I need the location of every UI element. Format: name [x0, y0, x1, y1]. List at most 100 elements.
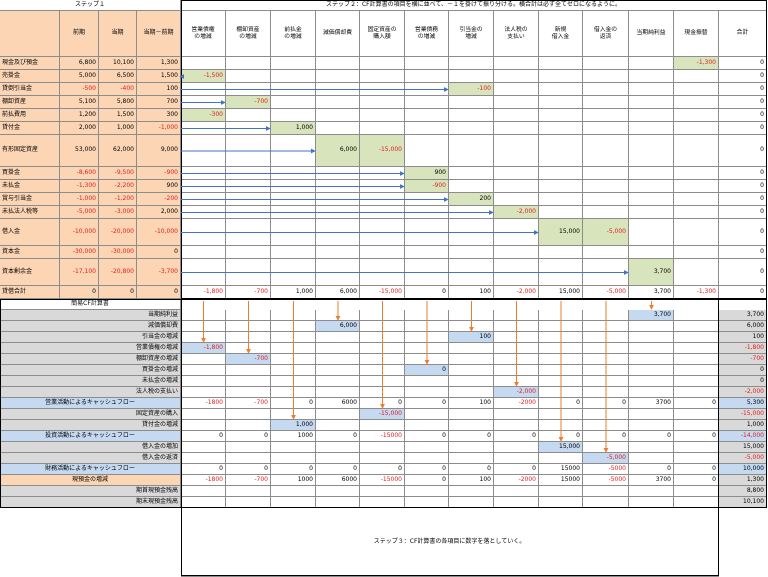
- header-cf-3[interactable]: 減価償却費: [316, 11, 360, 57]
- cf-row-label[interactable]: 棚卸資産の増減: [0, 354, 181, 365]
- cf-cell[interactable]: [271, 442, 316, 453]
- bs-prev[interactable]: -17,100: [60, 259, 99, 286]
- bs-cf-cell[interactable]: [629, 206, 674, 219]
- cf-cell[interactable]: [494, 497, 539, 508]
- bs-diff[interactable]: 900: [137, 180, 181, 193]
- header-cf-11[interactable]: 現金振替: [674, 11, 719, 57]
- bs-cf-cell[interactable]: [360, 96, 405, 109]
- bs-cf-cell[interactable]: [449, 206, 494, 219]
- bs-cf-cell[interactable]: [629, 193, 674, 206]
- cf-cell[interactable]: 0: [449, 464, 494, 475]
- bs-total[interactable]: 0: [719, 167, 767, 180]
- bs-cf-cell[interactable]: [629, 167, 674, 180]
- bs-cf-cell[interactable]: [226, 57, 271, 70]
- bs-cf-cell[interactable]: [316, 180, 360, 193]
- cf-cell[interactable]: 0: [674, 398, 719, 409]
- cf-cell[interactable]: [539, 332, 583, 343]
- cf-total[interactable]: 0: [719, 376, 767, 387]
- cf-cell[interactable]: 1000: [271, 431, 316, 442]
- bs-cf-cell[interactable]: [316, 70, 360, 83]
- bs-row-label[interactable]: 棚卸資産: [0, 96, 60, 109]
- bs-cf-cell[interactable]: [539, 259, 583, 286]
- cf-cell[interactable]: -15000: [360, 431, 405, 442]
- cf-cell[interactable]: [271, 354, 316, 365]
- header-total[interactable]: 合計: [719, 11, 767, 57]
- cf-cell[interactable]: [494, 453, 539, 464]
- bs-cf-cell[interactable]: [405, 83, 449, 96]
- cf-cell[interactable]: [494, 310, 539, 321]
- bs-cf-cell[interactable]: [405, 109, 449, 122]
- bs-cf-cell[interactable]: [226, 206, 271, 219]
- bs-cf-cell[interactable]: [583, 57, 629, 70]
- cf-row-label[interactable]: 引当金の増減: [0, 332, 181, 343]
- bs-cf-cell[interactable]: [539, 135, 583, 167]
- bs-row-label[interactable]: 未払金: [0, 180, 60, 193]
- cf-cell[interactable]: [271, 486, 316, 497]
- cf-cell[interactable]: [629, 453, 674, 464]
- cf-cell[interactable]: [181, 442, 226, 453]
- bs-cf-cell[interactable]: [674, 246, 719, 259]
- bs-cf-cell[interactable]: [583, 193, 629, 206]
- bs-cf-cell[interactable]: [449, 180, 494, 193]
- cf-cell[interactable]: [360, 310, 405, 321]
- bs-cf-cell[interactable]: [539, 180, 583, 193]
- cf-cell[interactable]: [360, 486, 405, 497]
- bs-curr[interactable]: 1,000: [99, 122, 137, 135]
- cf-cell[interactable]: [674, 453, 719, 464]
- cf-cell[interactable]: [494, 354, 539, 365]
- cf-cell[interactable]: [316, 354, 360, 365]
- cf-row-label[interactable]: 買掛金の増減: [0, 365, 181, 376]
- bs-total[interactable]: 0: [719, 180, 767, 193]
- bs-cf-cell[interactable]: [226, 219, 271, 246]
- bs-cf-cell[interactable]: [316, 167, 360, 180]
- cf-total[interactable]: 0: [719, 365, 767, 376]
- bs-cf-cell[interactable]: [449, 246, 494, 259]
- bs-curr[interactable]: -3,000: [99, 206, 137, 219]
- bs-cf-cell[interactable]: [674, 167, 719, 180]
- bs-row-label[interactable]: 貸借合計: [0, 286, 60, 299]
- bs-prev[interactable]: 5,000: [60, 70, 99, 83]
- cf-cell[interactable]: [405, 453, 449, 464]
- bs-cf-cell[interactable]: [674, 219, 719, 246]
- cf-cell[interactable]: [449, 442, 494, 453]
- bs-row-label[interactable]: 貸付金: [0, 122, 60, 135]
- cf-cell[interactable]: [449, 343, 494, 354]
- bs-cf-cell[interactable]: [494, 259, 539, 286]
- cf-cell[interactable]: [226, 409, 271, 420]
- cf-cell[interactable]: [271, 310, 316, 321]
- bs-cf-cell[interactable]: [360, 70, 405, 83]
- cf-cell[interactable]: 0: [583, 431, 629, 442]
- bs-total[interactable]: 0: [719, 246, 767, 259]
- cf-cell[interactable]: [539, 486, 583, 497]
- header-cf-1[interactable]: 棚卸資産 の増減: [226, 11, 271, 57]
- cf-cell[interactable]: [494, 486, 539, 497]
- cf-cell[interactable]: [629, 486, 674, 497]
- cf-cell[interactable]: 0: [271, 464, 316, 475]
- cf-cell[interactable]: [494, 343, 539, 354]
- cf-cell[interactable]: [181, 387, 226, 398]
- bs-cf-cell[interactable]: [181, 57, 226, 70]
- cf-cell[interactable]: [405, 409, 449, 420]
- bs-cf-cell[interactable]: [360, 219, 405, 246]
- cf-cell[interactable]: [271, 321, 316, 332]
- bs-total[interactable]: 0: [719, 122, 767, 135]
- bs-cf-cell[interactable]: -5,000: [583, 219, 629, 246]
- cf-cell[interactable]: 0: [405, 431, 449, 442]
- bs-cf-cell[interactable]: 1,000: [271, 122, 316, 135]
- cf-cell[interactable]: [316, 453, 360, 464]
- cf-cell[interactable]: [181, 420, 226, 431]
- bs-cf-cell[interactable]: [181, 219, 226, 246]
- cf-total[interactable]: 1,300: [719, 475, 767, 486]
- bs-cf-cell[interactable]: [405, 122, 449, 135]
- cf-cell[interactable]: [405, 497, 449, 508]
- bs-cf-cell[interactable]: -15,000: [360, 286, 405, 299]
- cf-cell[interactable]: [674, 310, 719, 321]
- cf-cell[interactable]: [494, 442, 539, 453]
- cf-cell[interactable]: [271, 343, 316, 354]
- cf-cell[interactable]: [181, 497, 226, 508]
- bs-cf-cell[interactable]: -15,000: [360, 135, 405, 167]
- bs-cf-cell[interactable]: 6,000: [316, 286, 360, 299]
- cf-total[interactable]: 1,000: [719, 420, 767, 431]
- cf-cell[interactable]: [629, 354, 674, 365]
- cf-cell[interactable]: [629, 332, 674, 343]
